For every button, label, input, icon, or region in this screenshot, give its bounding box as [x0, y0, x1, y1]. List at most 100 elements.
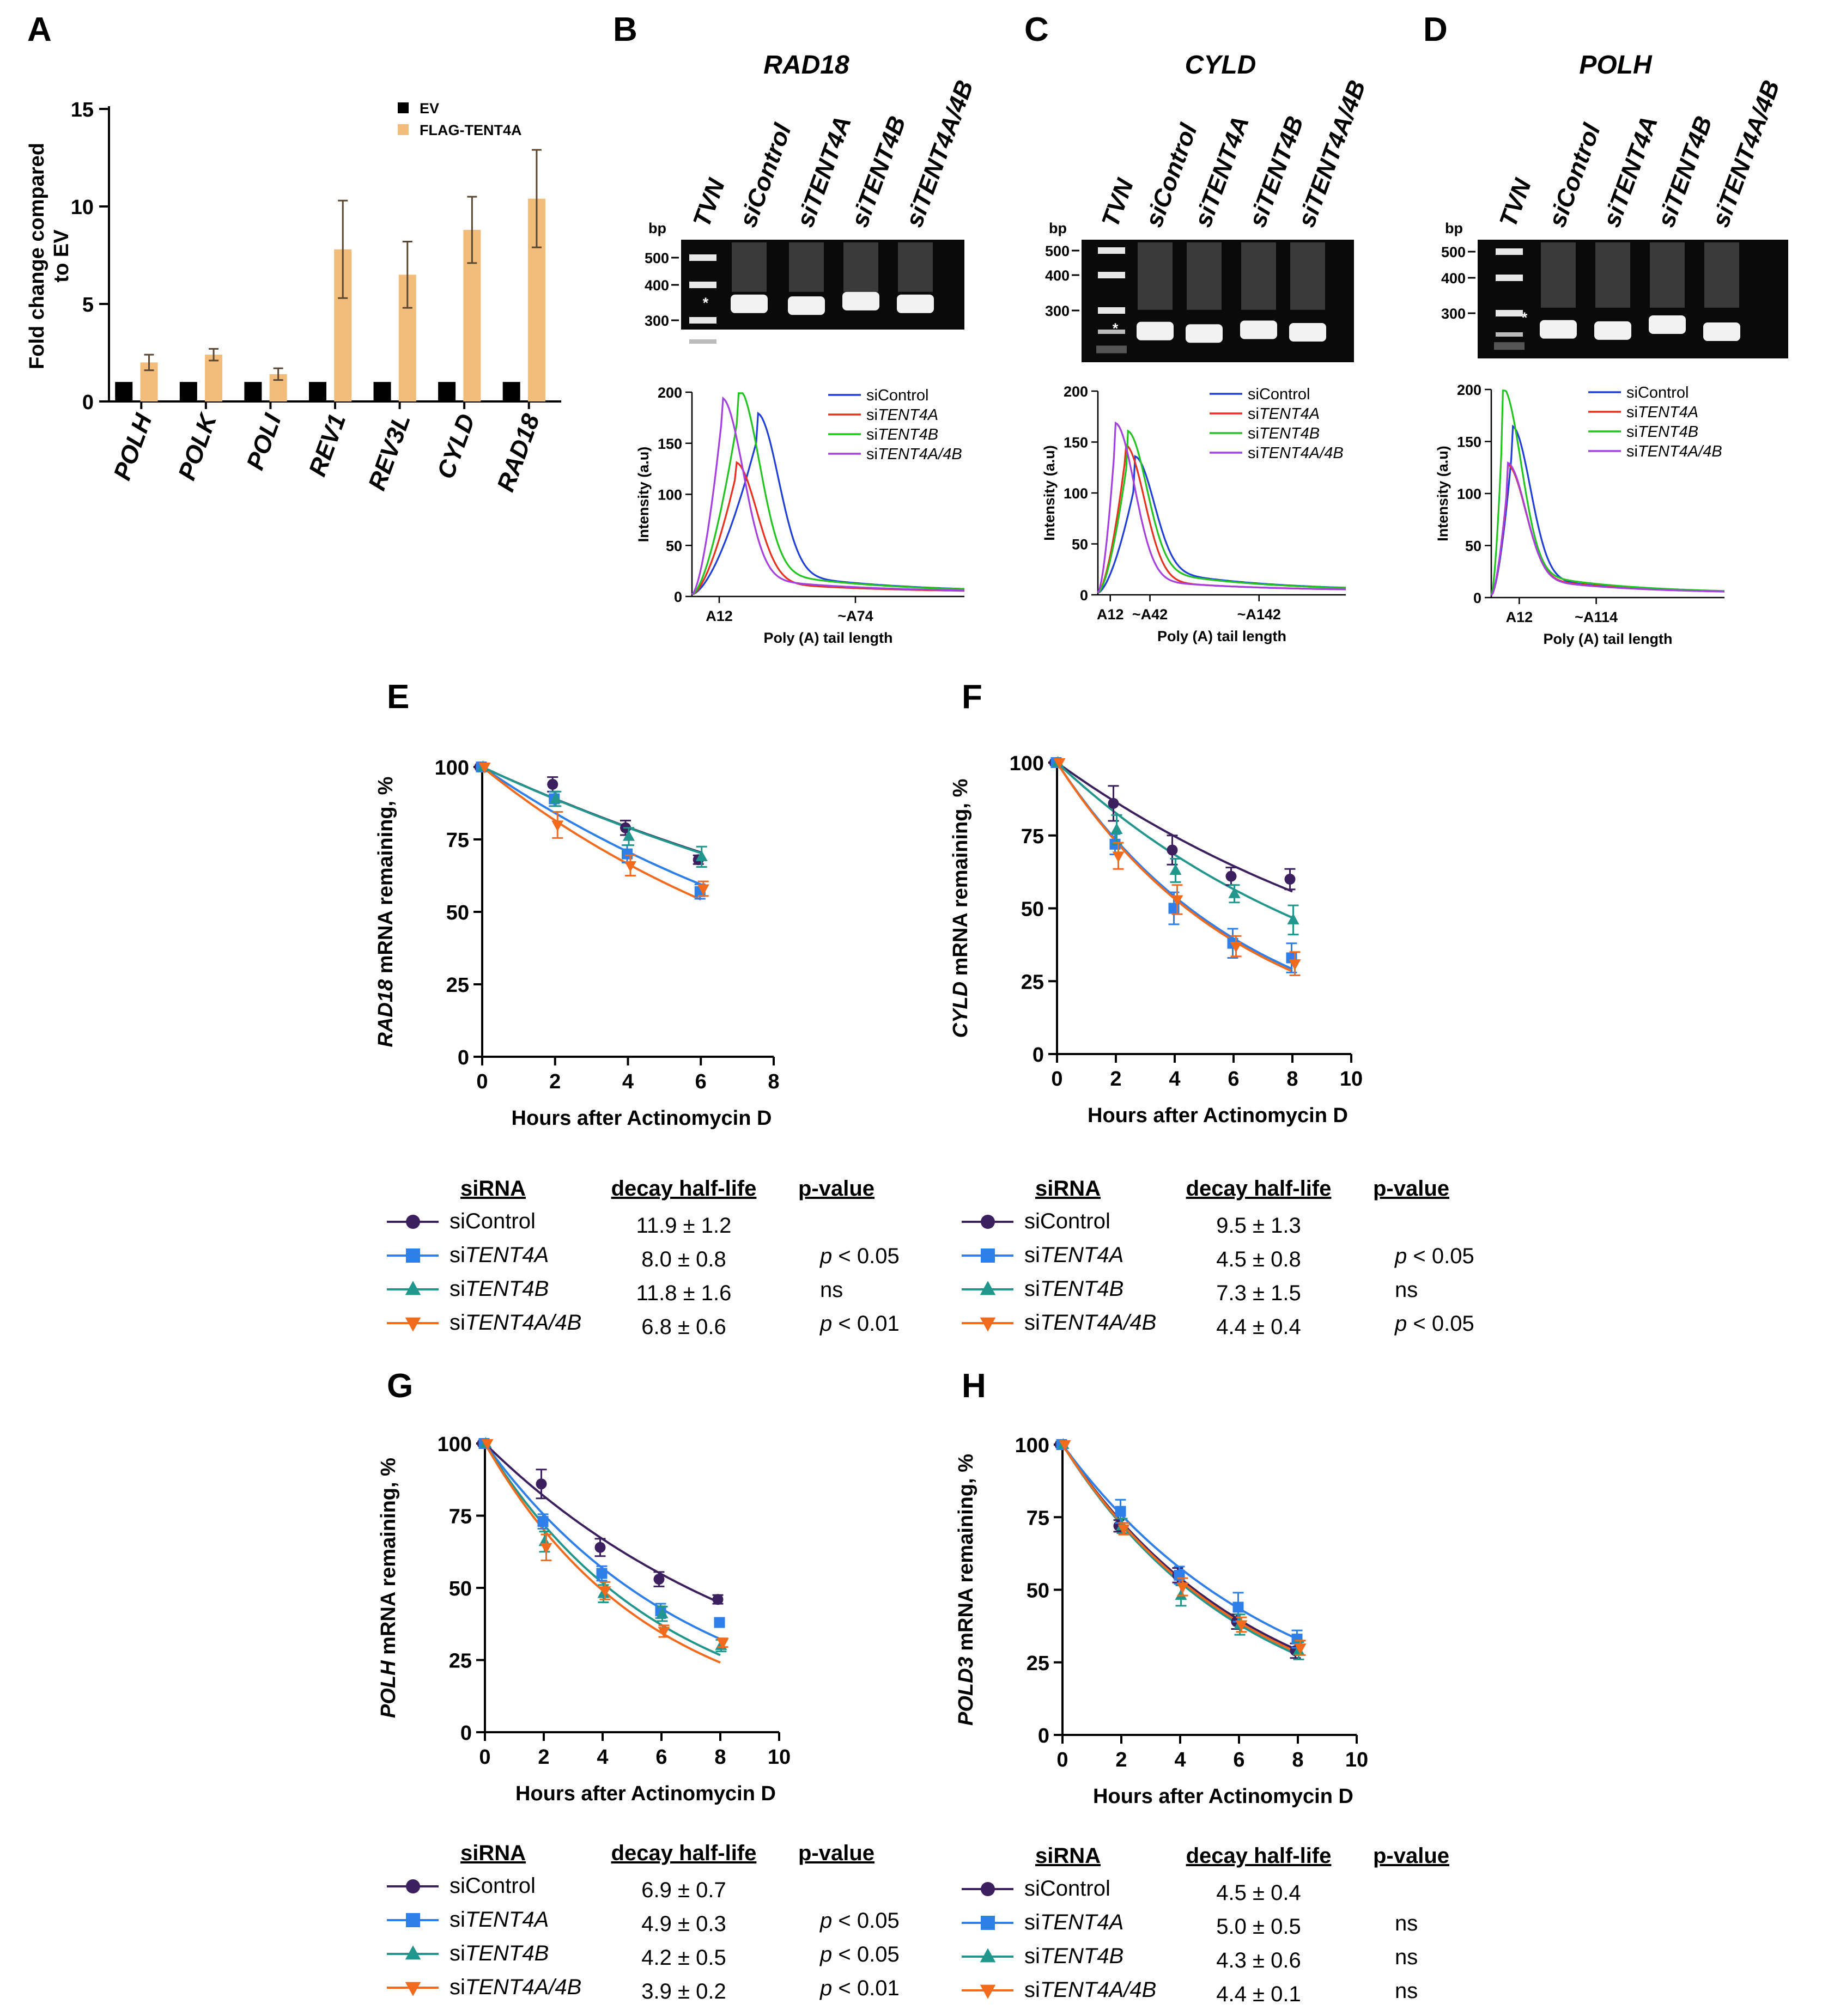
legend-italic: TENT4A — [878, 406, 938, 424]
bar-EV-CYLD — [438, 382, 456, 401]
p-rest: ns — [1395, 1979, 1418, 2003]
row-prefix: si — [450, 1277, 465, 1301]
y-axis-rest: mRNA remaining, % — [949, 779, 972, 982]
data-point — [1059, 1440, 1071, 1451]
p-value: p < 0.01 — [819, 1312, 900, 1336]
legend-prefix: si — [1626, 404, 1638, 421]
x-tick-label-RAD18: RAD18 — [491, 410, 545, 495]
data-point — [1289, 959, 1301, 971]
ladder-band — [1496, 310, 1523, 316]
table-header: decay half-life — [1186, 1844, 1332, 1868]
bar-EV-RAD18 — [502, 382, 520, 401]
data-point — [596, 1568, 608, 1579]
y-tick-label: 0 — [674, 589, 682, 605]
table-header: p-value — [798, 1841, 874, 1865]
fit-curve-siTENT4A — [1061, 1444, 1298, 1641]
legend-marker — [405, 1982, 421, 1996]
data-point — [1176, 1582, 1189, 1594]
y-axis-label: Intensity (a.u) — [635, 447, 652, 543]
lane-label: siControl — [733, 119, 797, 230]
lane-smear — [1187, 242, 1222, 310]
decay-panel-H: 0 25 50 75 100 0 2 4 6 8 10 Hours after Actinomycin… — [955, 1434, 1449, 2006]
x-tick-label: 4 — [1169, 1068, 1180, 1091]
p-italic: p — [819, 1312, 832, 1336]
lane-band — [842, 291, 879, 310]
lane-smear — [1650, 242, 1685, 308]
y-tick-label: 50 — [1027, 1580, 1049, 1603]
table-header: siRNA — [460, 1841, 526, 1865]
bar-FLAG-POLK — [205, 355, 223, 401]
lane-smear — [732, 242, 767, 292]
x-tick-label: ~A114 — [1575, 609, 1618, 625]
row-italic: TENT4A — [465, 1908, 549, 1932]
x-tick-label: 6 — [655, 1746, 667, 1769]
data-point — [1115, 1506, 1126, 1517]
marker-label: 500 — [645, 250, 669, 266]
y-tick-label: 0 — [1033, 1044, 1044, 1067]
marker-label: 400 — [1045, 267, 1070, 284]
legend-label: siTENT4A — [866, 406, 938, 424]
p-rest: ns — [1395, 1945, 1418, 1969]
y-tick-label: 50 — [446, 902, 469, 924]
y-axis-rest: mRNA remaining, % — [377, 1458, 400, 1660]
p-value: p < 0.05 — [819, 1942, 900, 1966]
p-rest: < 0.01 — [832, 1312, 899, 1336]
half-life-value: 4.3 ± 0.6 — [1216, 1948, 1301, 1972]
lane-band — [731, 294, 768, 313]
y-tick-label: 15 — [71, 99, 94, 121]
ladder-band — [1098, 307, 1125, 314]
legend-marker — [406, 1879, 420, 1893]
legend-label-FLAG: FLAG-TENT4A — [420, 122, 521, 138]
p-rest: ns — [1395, 1278, 1418, 1302]
x-tick-label: 6 — [695, 1070, 707, 1093]
row-prefix: si — [1024, 1277, 1040, 1301]
row-prefix: si — [1024, 1978, 1040, 2002]
legend-prefix: si — [866, 446, 878, 463]
lane-smear — [898, 242, 933, 292]
y-tick-label: 75 — [1027, 1507, 1049, 1530]
table-header: siRNA — [460, 1177, 526, 1201]
row-label: siTENT4A/4B — [1024, 1978, 1156, 2002]
ladder-band — [1098, 247, 1125, 254]
x-tick-label: 4 — [1174, 1749, 1186, 1771]
legend-label: siControl — [866, 387, 928, 404]
panel-label-C: C — [1024, 11, 1049, 48]
y-axis-gene: POLD3 — [955, 1656, 977, 1726]
y-tick-label: 150 — [1457, 434, 1481, 450]
legend-prefix: si — [1248, 405, 1259, 423]
fit-curve-siTENT4B — [484, 1442, 721, 1656]
half-life-value: 9.5 ± 1.3 — [1216, 1214, 1301, 1238]
p-rest: ns — [820, 1278, 843, 1302]
x-axis-label: Hours after Actinomycin D — [1088, 1104, 1348, 1127]
decay-panel-G: 0 25 50 75 100 0 2 4 6 8 10 Hours after Actinomycin… — [377, 1433, 900, 2003]
row-italic: TENT4A — [1040, 1243, 1123, 1267]
y-tick-label: 0 — [1473, 590, 1481, 606]
lane-label: TVN — [1493, 174, 1536, 230]
x-tick-label: 2 — [1115, 1749, 1127, 1771]
p-value: ns — [1395, 1278, 1418, 1302]
panel-label-G: G — [387, 1367, 413, 1405]
y-tick-label: 100 — [1010, 752, 1044, 775]
y-axis-label: POLH mRNA remaining, % — [377, 1458, 400, 1718]
y-axis-label: Intensity (a.u) — [1435, 446, 1451, 541]
y-tick-label: 100 — [658, 487, 682, 503]
lane-label: TVN — [1096, 174, 1139, 230]
row-label: siControl — [450, 1209, 536, 1233]
lane-band — [1240, 320, 1277, 339]
half-life-value: 4.5 ± 0.4 — [1216, 1881, 1301, 1905]
legend-label-EV: EV — [420, 100, 439, 117]
row-label: siTENT4A/4B — [450, 1311, 581, 1335]
lane-band — [1186, 324, 1223, 343]
row-label: siTENT4B — [1024, 1277, 1123, 1301]
row-label: siControl — [1024, 1877, 1110, 1901]
star-marker: * — [703, 295, 709, 311]
y-axis-rest: mRNA remaining, % — [374, 777, 397, 979]
row-italic: TENT4A/4B — [465, 1311, 581, 1335]
y-tick-label: 5 — [82, 294, 94, 316]
x-tick-label: A12 — [706, 608, 733, 624]
decay-panel-E: 0 25 50 75 100 0 2 4 6 8 Hours after Actinomycin D… — [374, 757, 900, 1339]
fit-curve-siTENT4A — [481, 766, 702, 886]
row-italic: TENT4A/4B — [1040, 1311, 1156, 1335]
legend-marker — [405, 1281, 421, 1295]
